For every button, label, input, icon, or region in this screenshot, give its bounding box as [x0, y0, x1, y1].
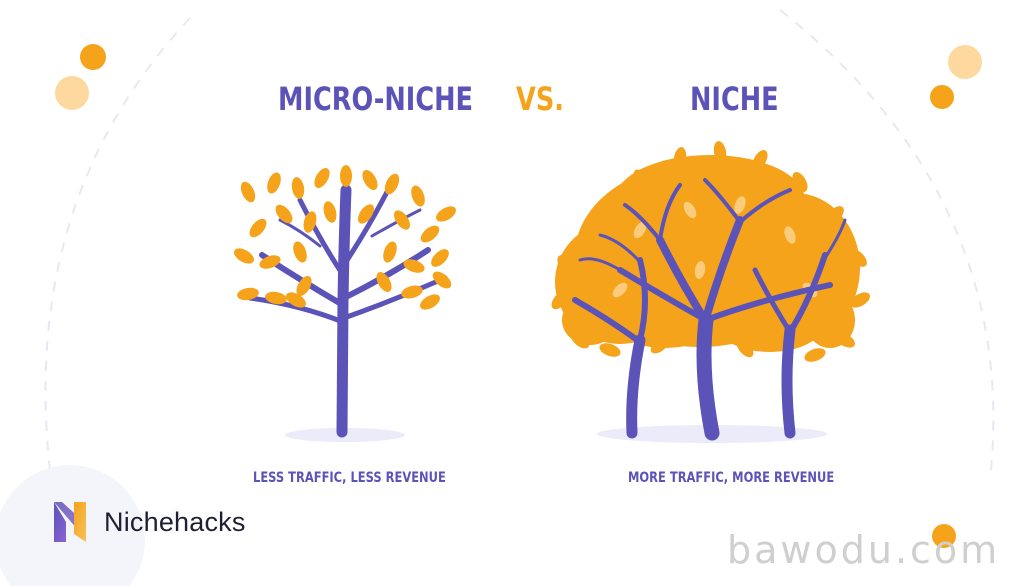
decor-dot [55, 76, 89, 110]
decor-dot [0, 465, 145, 586]
decor-dot [932, 524, 956, 548]
decor-dot [930, 85, 954, 109]
micro-niche-heading: MICRO-NICHE [278, 80, 474, 118]
vs-heading: VS. [516, 80, 564, 118]
micro-niche-caption: LESS TRAFFIC, LESS REVENUE [253, 470, 446, 486]
niche-caption: MORE TRAFFIC, MORE REVENUE [628, 470, 835, 486]
decor-dot [80, 44, 106, 70]
brand-name: Nichehacks [104, 506, 246, 537]
niche-heading: NICHE [690, 80, 779, 118]
decor-dot [948, 45, 982, 79]
brand-logo: Nichehacks [50, 500, 246, 544]
nichehacks-logo-icon [54, 502, 86, 542]
watermark: bawodu.com [727, 528, 1001, 572]
